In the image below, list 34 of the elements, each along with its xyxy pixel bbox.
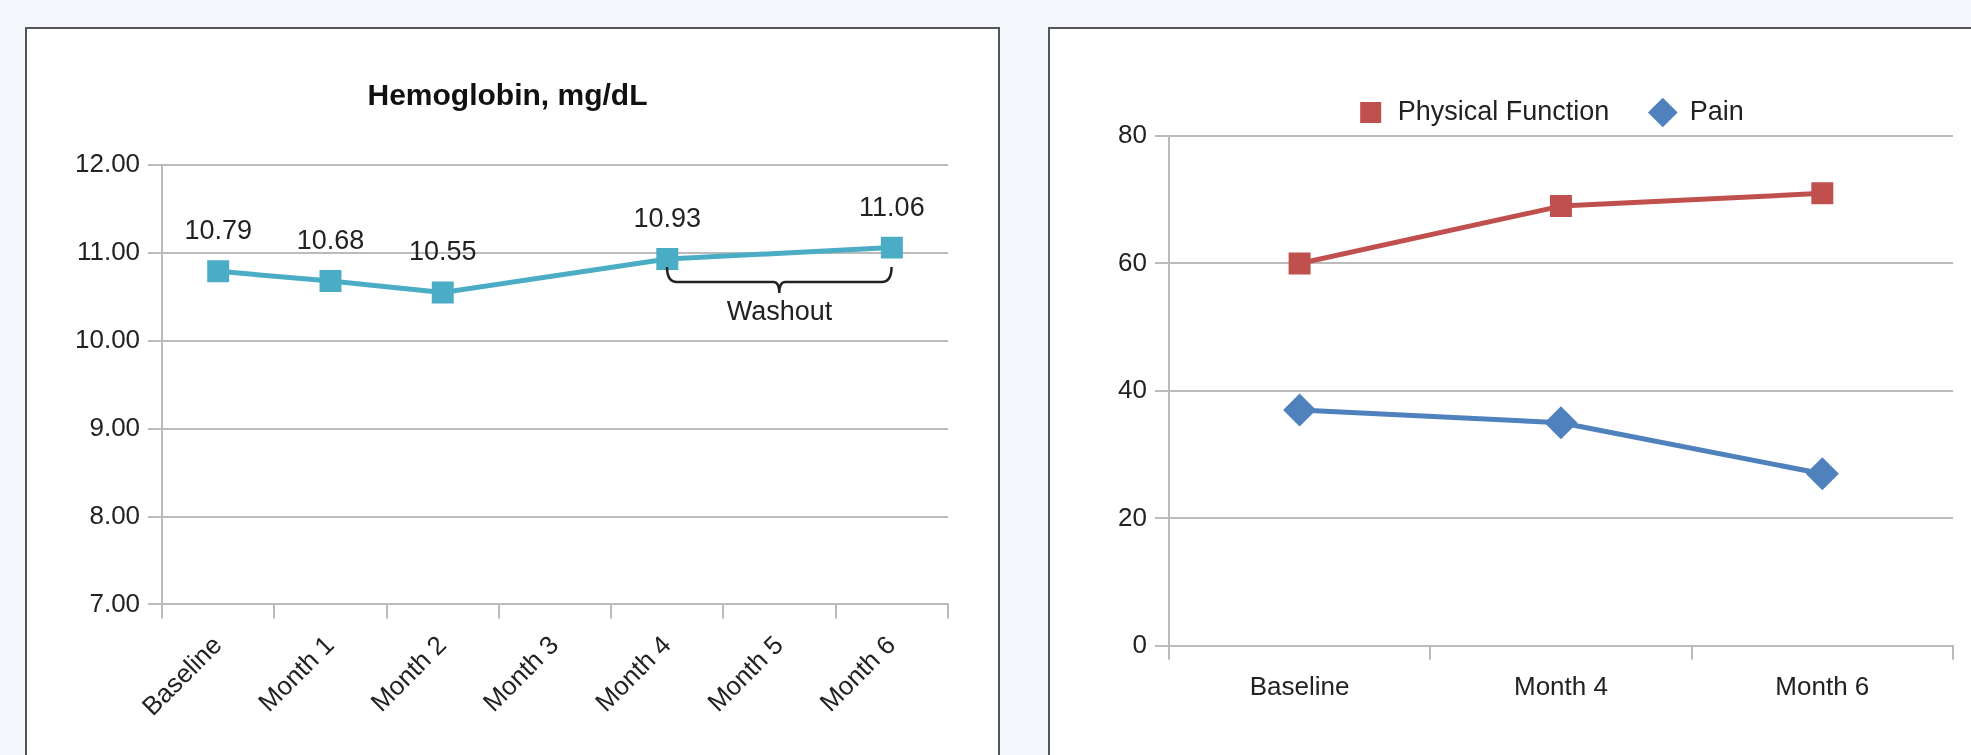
y-tick-label: 0 bbox=[1132, 628, 1147, 659]
data-label: 10.68 bbox=[296, 224, 365, 255]
y-tick-label: 8.00 bbox=[89, 499, 141, 530]
point bbox=[880, 236, 903, 259]
data-label: 10.79 bbox=[184, 215, 252, 246]
y-tick-label: 10.00 bbox=[74, 323, 141, 354]
legend-label: Physical Function bbox=[1397, 95, 1610, 126]
x-tick-label: Month 6 bbox=[1775, 670, 1870, 701]
point bbox=[656, 248, 679, 271]
y-tick-label: 12.00 bbox=[74, 148, 141, 179]
point bbox=[1284, 394, 1316, 426]
data-label: 10.55 bbox=[408, 236, 477, 267]
point bbox=[207, 260, 230, 283]
y-tick-label: 60 bbox=[1118, 246, 1147, 277]
y-tick-label: 20 bbox=[1118, 501, 1147, 532]
y-tick-label: 7.00 bbox=[89, 587, 141, 618]
y-tick-label: 11.00 bbox=[76, 236, 141, 267]
x-tick-label: Baseline bbox=[1249, 670, 1350, 701]
y-tick-label: 40 bbox=[1118, 374, 1147, 405]
data-label: 10.93 bbox=[633, 202, 702, 233]
point bbox=[1549, 195, 1572, 218]
y-tick-label: 9.00 bbox=[89, 411, 141, 442]
annotation: Washout bbox=[726, 296, 833, 328]
chart-title: Hemoglobin, mg/dL bbox=[367, 78, 648, 112]
point bbox=[1288, 252, 1311, 275]
point bbox=[1811, 182, 1834, 205]
legend-label: Pain bbox=[1689, 95, 1744, 126]
x-tick-label: Month 4 bbox=[1513, 670, 1608, 701]
y-tick-label: 80 bbox=[1118, 119, 1147, 150]
point bbox=[431, 281, 454, 304]
point bbox=[1806, 458, 1838, 490]
point bbox=[1545, 407, 1577, 439]
data-label: 11.06 bbox=[859, 191, 925, 222]
point bbox=[319, 270, 342, 292]
